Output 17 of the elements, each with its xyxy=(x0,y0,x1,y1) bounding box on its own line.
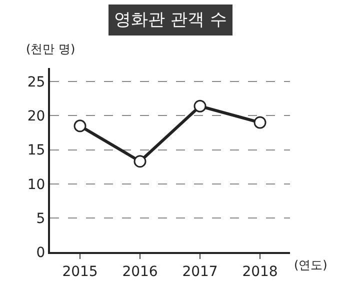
x-axis-title: (연도) xyxy=(294,258,328,272)
chart-title: 영화관 관객 수 xyxy=(114,10,227,30)
y-tick-label: 10 xyxy=(27,176,46,193)
point xyxy=(194,100,206,112)
point xyxy=(254,116,266,129)
y-tick-label: 5 xyxy=(36,210,46,227)
y-axis-title: (천만 명) xyxy=(26,42,76,56)
y-tick-label: 25 xyxy=(27,74,46,91)
y-tick-label: 0 xyxy=(36,244,46,261)
point xyxy=(134,155,146,168)
y-tick-label: 15 xyxy=(27,142,46,159)
y-tick-label: 20 xyxy=(27,108,46,125)
x-tick-label: 2017 xyxy=(182,264,218,280)
x-tick-label: 2016 xyxy=(122,264,158,280)
point xyxy=(74,120,86,132)
x-tick-label: 2015 xyxy=(62,264,98,280)
x-tick-label: 2018 xyxy=(242,264,278,280)
